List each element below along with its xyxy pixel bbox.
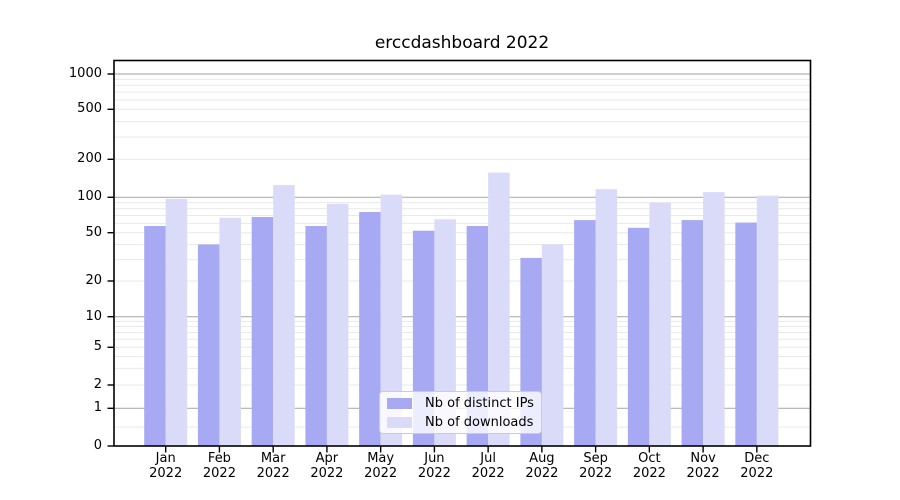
bar-downloads-jan — [165, 198, 188, 446]
x-tick-label-jun: Jun 2022 — [406, 451, 462, 481]
bar-distinct-ips-oct — [627, 227, 650, 446]
bar-downloads-may — [380, 194, 403, 446]
x-tick-label-year: 2022 — [364, 466, 398, 481]
bar-distinct-ips-jan — [144, 226, 166, 446]
x-tick-label-year: 2022 — [471, 466, 505, 481]
y-tick-label: 20 — [85, 273, 102, 288]
bar-downloads-oct — [649, 202, 671, 446]
bar-distinct-ips-may — [359, 211, 381, 446]
bar-downloads-jul — [488, 172, 510, 446]
y-tick-label: 50 — [85, 224, 102, 240]
y-tick-label: 0 — [93, 438, 102, 453]
bar-downloads-dec — [756, 195, 779, 446]
x-tick-label-apr: Apr 2022 — [299, 451, 355, 481]
legend-item-downloads: Nb of downloads — [387, 414, 541, 430]
x-tick-label-nov: Nov 2022 — [675, 451, 731, 481]
y-tick-label: 200 — [77, 151, 102, 167]
x-tick-label-year: 2022 — [525, 466, 559, 481]
bar-distinct-ips-mar — [251, 216, 274, 446]
legend: Nb of distinct IPs Nb of downloads — [379, 391, 542, 434]
y-tick-label: 5 — [93, 339, 102, 355]
x-tick-label-year: 2022 — [256, 466, 290, 481]
x-tick-label-year: 2022 — [310, 466, 344, 481]
legend-label-downloads: Nb of downloads — [425, 414, 534, 430]
y-tick-label: 1000 — [68, 66, 102, 81]
legend-item-distinct-ips: Nb of distinct IPs — [387, 395, 541, 411]
x-tick-label-year: 2022 — [202, 466, 236, 481]
bar-distinct-ips-apr — [305, 226, 327, 446]
x-tick-label-dec: Dec 2022 — [729, 451, 785, 481]
x-tick-label-oct: Oct 2022 — [621, 451, 677, 481]
legend-label-distinct-ips: Nb of distinct IPs — [425, 395, 534, 411]
x-tick-label-year: 2022 — [740, 466, 774, 481]
y-tick-label: 100 — [77, 189, 102, 205]
legend-swatch-downloads-icon — [387, 416, 412, 428]
axes-frame — [113, 59, 812, 447]
x-tick-label-year: 2022 — [149, 466, 183, 481]
x-tick-label-may: May 2022 — [353, 451, 409, 481]
bar-downloads-sep — [595, 189, 618, 446]
bar-downloads-aug — [541, 244, 564, 446]
x-tick-label-aug: Aug 2022 — [514, 451, 570, 481]
x-tick-label-year: 2022 — [579, 466, 613, 481]
bar-downloads-nov — [703, 192, 725, 446]
y-tick-label: 1 — [93, 400, 102, 416]
y-tick-label: 2 — [93, 377, 102, 392]
bar-distinct-ips-sep — [574, 220, 596, 446]
x-tick-label-sep: Sep 2022 — [568, 451, 624, 481]
bar-distinct-ips-feb — [197, 244, 220, 446]
bar-downloads-mar — [273, 185, 295, 447]
x-tick-label-mar: Mar 2022 — [245, 451, 301, 481]
y-tick-label: 500 — [77, 101, 102, 117]
legend-swatch-distinct-ips-icon — [387, 397, 412, 409]
x-tick-label-year: 2022 — [632, 466, 666, 481]
bar-downloads-feb — [219, 217, 241, 446]
x-tick-label-jul: Jul 2022 — [460, 451, 516, 481]
bar-distinct-ips-dec — [735, 222, 757, 446]
chart-title: erccdashboard 2022 — [374, 33, 550, 53]
y-tick-label: 10 — [85, 308, 102, 324]
x-tick-label-feb: Feb 2022 — [191, 451, 247, 481]
x-tick-label-jan: Jan 2022 — [138, 451, 194, 481]
x-tick-label-year: 2022 — [417, 466, 451, 481]
bar-downloads-apr — [326, 203, 349, 446]
bar-distinct-ips-nov — [681, 220, 704, 446]
x-tick-label-year: 2022 — [686, 466, 720, 481]
bar-downloads-jun — [434, 219, 456, 446]
